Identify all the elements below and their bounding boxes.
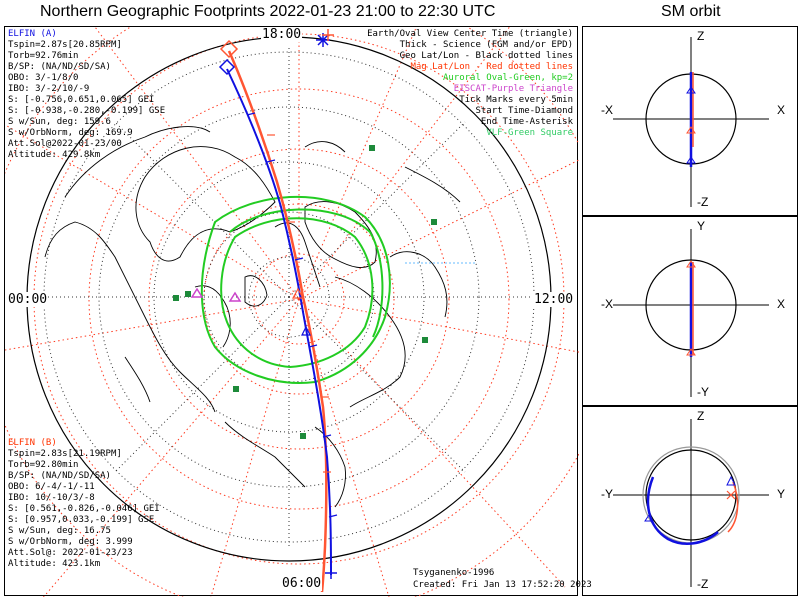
clock-label-top: 18:00 [261,27,303,42]
elfin-a-line: S w/Sun, deg: 159.6 [8,117,111,127]
elfin-a-line: Tspin=2.87s[20.85RPM] [8,40,122,50]
elfin-b-line: S w/Sun, deg: 16.75 [8,526,111,536]
elfin-a-line: Altitude: 429.8km [8,150,101,160]
orbit-xz-bottom: -Z [697,195,709,209]
elfin-a-line: S w/OrbNorm, deg: 169.9 [8,128,133,138]
plot-title: Northern Geographic Footprints 2022-01-2… [40,3,496,20]
elfin-a-line: Torb=92.76min [8,51,79,61]
clock-label-right: 12:00 [533,292,575,307]
legend-entry: End Time-Asterisk [480,117,573,127]
orbit-yz-right: Y [777,487,786,501]
elfin-b-line: Torb=92.80min [8,460,79,470]
map-panel: 18:00 00:00 12:00 06:00 ELFIN (A) Tspin=… [4,26,592,597]
elfin-b-start-diamond [219,39,239,59]
elfin-b-name: ELFIN (B) [8,438,57,448]
legend-entry: Auroral Oval-Green, kp=2 [442,73,573,83]
elfin-a-line: Att.Sol@2022-01-23/00 [8,139,122,149]
mag-lat-circle [148,148,450,450]
legend: Earth/Oval View Center Time (triangle) T… [367,29,573,139]
elfin-a-line: B/SP: (NA/ND/SD/SA) [8,62,111,72]
legend-entry: Tick Marks every 5min [459,95,573,105]
created-label: Created: Fri Jan 13 17:52:20 2023 [413,580,592,590]
vlf-markers [173,145,437,439]
orbit-xy-bottom: -Y [697,385,709,399]
orbit-panel-xy: Y -Y -X X [582,216,798,406]
orbit-yz-top: Z [697,409,705,423]
elfin-a-center-triangle [301,325,311,336]
elfin-a-track [226,68,332,576]
orbit-xz-left: -X [601,103,613,117]
elfin-a-start-diamond [218,58,236,76]
elfin-b-line: Tspin=2.83s[21.19RPM] [8,449,122,459]
elfin-b-info: ELFIN (B) Tspin=2.83s[21.19RPM] Torb=92.… [8,438,160,570]
elfin-a-line: S: [-0.938,-0.280,-0.199] GSE [8,106,166,116]
elfin-b-track [227,50,328,593]
clock-label-bottom: 06:00 [281,576,323,591]
orbit-xy-left: -X [601,297,613,311]
orbit-xz-top: Z [697,29,705,43]
mag-lat-circle [88,88,510,510]
orbit-yz-bottom: -Z [697,577,709,591]
orbit-panel-xz: Z -Z -X X [582,26,798,216]
elfin-b-center-triangle [291,287,305,299]
legend-entry: Mag Lat/Lon - Red dotted lines [410,62,573,72]
legend-entry: Start Time-Diamond [475,106,573,116]
elfin-a-line: IBO: 3/-2/10/-9 [8,84,90,94]
auroral-oval [200,195,391,384]
elfin-b-end-asterisk [322,29,334,41]
elfin-b-line: Att.Sol@: 2022-01-23/23 [8,548,133,558]
model-label: Tsyganenko-1996 [413,568,495,578]
eiscat-marker [190,287,242,302]
orbit-panel-yz: Z -Z -Y Y [582,406,798,596]
elfin-b-line: OBO: 6/-4/-1/-11 [8,482,95,492]
clock-label-left: 00:00 [7,292,49,307]
legend-entry: VLF-Green Square [486,128,573,138]
orbit-title: SM orbit [661,3,721,20]
elfin-b-line: S: [0.561,-0.826,-0.046] GEI [8,504,160,514]
orbit-xy-right: X [777,297,786,311]
elfin-b-line: S w/OrbNorm, deg: 3.999 [8,537,133,547]
elfin-b-line: Altitude: 423.1km [8,559,101,569]
elfin-a-line: S: [-0.756,0.651,0.065] GEI [8,95,155,105]
elfin-a-line: OBO: 3/-1/8/0 [8,73,79,83]
elfin-b-line: S: [0.957,0.033,-0.199] GSE [8,515,155,525]
legend-entry: EISCAT-Purple Triangle [453,84,573,94]
legend-entry: Geo Lat/Lon - Black dotted lines [399,51,573,61]
elfin-b-line: IBO: 10/-10/3/-8 [8,493,95,503]
orbit-xz-right: X [777,103,786,117]
orbit-xy-top: Y [697,219,706,233]
orbit-yz-left: -Y [601,487,613,501]
elfin-a-info: ELFIN (A) Tspin=2.87s[20.85RPM] Torb=92.… [8,29,165,161]
elfin-b-line: B/SP: (NA/ND/SD/SA) [8,471,111,481]
legend-entry: Earth/Oval View Center Time (triangle) [367,29,573,39]
legend-entry: Thick - Science (FGM and/or EPD) [399,40,573,50]
elfin-a-name: ELFIN (A) [8,29,57,39]
